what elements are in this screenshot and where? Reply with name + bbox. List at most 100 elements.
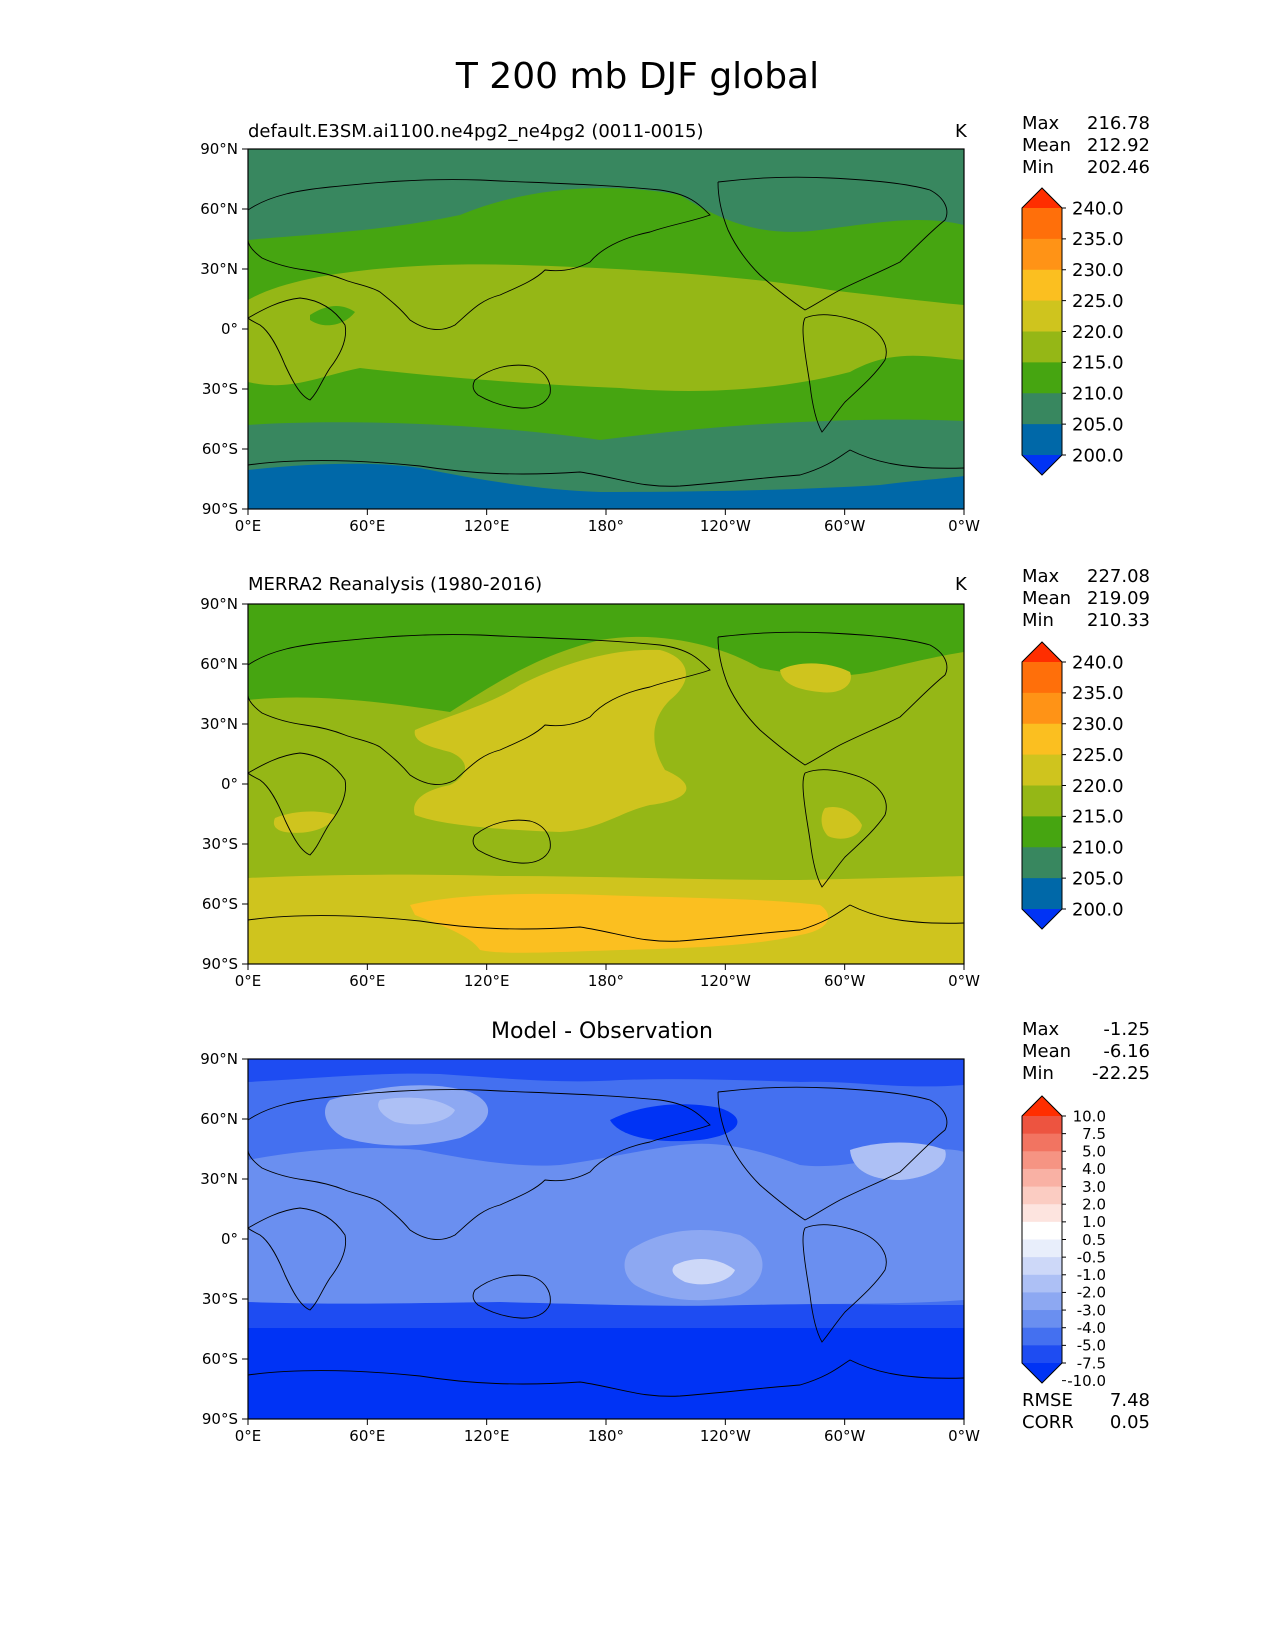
coastline-australia xyxy=(472,819,551,864)
colorbar-segment xyxy=(1022,1116,1062,1135)
colorbar-segment xyxy=(1022,269,1062,302)
colorbar-segment xyxy=(1022,1257,1062,1276)
colorbar-label: 3.0 xyxy=(1082,1178,1106,1196)
colorbar-extend-min xyxy=(1022,909,1062,929)
panel-2-units: K xyxy=(955,574,967,595)
panel-3-stats: Max -1.25 Mean -6.16 Min -22.25 xyxy=(1022,1019,1150,1085)
y-tick-label: 90°S xyxy=(202,1410,238,1428)
colorbar-label: 230.0 xyxy=(1072,714,1124,735)
colorbar-segment xyxy=(1022,331,1062,363)
colorbar-label: 220.0 xyxy=(1072,776,1124,797)
coastline-antarctica xyxy=(248,1359,964,1397)
panel-3-axes: 0°E 60°E 120°E 180° 120°W 60°W 0°W 90°N 60°N 30°N… xyxy=(200,1050,980,1445)
band-minus-10-south xyxy=(248,1328,964,1419)
x-tick-label: 60°W xyxy=(824,972,866,990)
coastline-north-america xyxy=(717,176,948,311)
x-tick-label: 0°W xyxy=(948,517,980,535)
y-tick-label: 60°S xyxy=(202,895,238,913)
y-tick-label: 30°N xyxy=(200,260,238,278)
corr-value: 0.05 xyxy=(1109,1412,1150,1433)
colorbar-segment xyxy=(1022,754,1062,786)
band-225-sa xyxy=(821,806,862,839)
panel-2-title: MERRA2 Reanalysis (1980-2016) xyxy=(248,574,543,595)
x-tick-label: 0°W xyxy=(948,972,980,990)
band-215-africa xyxy=(310,306,355,326)
stat-min-value: 210.33 xyxy=(1087,610,1150,631)
y-tick-label: 0° xyxy=(221,1230,238,1248)
panel-3-metrics: RMSE 7.48 CORR 0.05 xyxy=(1022,1390,1150,1434)
y-tick-label: 30°S xyxy=(202,835,238,853)
colorbar-label: 225.0 xyxy=(1072,745,1124,766)
coastline-australia xyxy=(472,364,551,409)
x-tick-label: 60°E xyxy=(349,517,385,535)
y-tick-label: 60°N xyxy=(200,1110,238,1128)
panel-1-axes: 0°E 60°E 120°E 180° 120°W 60°W 0°W 90°N 60°N 30°N… xyxy=(200,140,980,535)
band-minus-7-5-north xyxy=(248,1059,964,1087)
stat-mean-value: 219.09 xyxy=(1087,588,1150,609)
x-tick-label: 60°E xyxy=(349,972,385,990)
panel-3-map: 0°E 60°E 120°E 180° 120°W 60°W 0°W 90°N 60°N 30°N… xyxy=(200,1050,980,1445)
colorbar-segment xyxy=(1022,362,1062,394)
stat-min-label: Min xyxy=(1022,610,1054,631)
colorbar-label: 4.0 xyxy=(1082,1160,1106,1178)
coastline-eurasia xyxy=(248,179,711,331)
colorbar-label: 235.0 xyxy=(1072,683,1124,704)
colorbar-label: 235.0 xyxy=(1072,229,1124,250)
colorbar-segment xyxy=(1022,1292,1062,1311)
panel-1-field xyxy=(248,149,964,509)
band-225-pacific xyxy=(414,649,687,832)
band-225-na xyxy=(780,663,851,693)
x-tick-label: 180° xyxy=(588,972,624,990)
colorbar-label: 215.0 xyxy=(1072,807,1124,828)
colorbar-segment xyxy=(1022,1204,1062,1223)
stat-max-label: Max xyxy=(1022,113,1060,134)
colorbar-segment xyxy=(1022,785,1062,817)
y-tick-label: 60°N xyxy=(200,200,238,218)
stat-min-value: 202.46 xyxy=(1087,157,1150,178)
colorbar-label: -10.0 xyxy=(1067,1372,1106,1390)
colorbar-segment xyxy=(1022,1186,1062,1205)
colorbar-segment xyxy=(1022,1345,1062,1364)
colorbar-label: -0.5 xyxy=(1077,1248,1106,1266)
y-tick-label: 60°S xyxy=(202,1350,238,1368)
colorbar-label: 5.0 xyxy=(1082,1143,1106,1161)
colorbar-segment xyxy=(1022,1151,1062,1170)
coastline-south-america xyxy=(802,314,887,433)
colorbar-extend-max xyxy=(1022,188,1062,208)
coastline-eurasia xyxy=(248,1089,711,1241)
colorbar-3: 10.07.55.04.03.02.01.00.5-0.5-1.0-2.0-3.… xyxy=(1021,1095,1106,1390)
coastline-eurasia xyxy=(248,634,711,786)
rmse-value: 7.48 xyxy=(1109,1390,1150,1411)
y-tick-label: 90°N xyxy=(200,140,238,158)
colorbar-segment xyxy=(1022,816,1062,848)
x-tick-label: 120°W xyxy=(700,517,751,535)
colorbar-segment xyxy=(1022,1221,1062,1240)
colorbar-2: 240.0 235.0 230.0 225.0 220.0 215.0 210.0 205.0… xyxy=(1021,641,1124,930)
colorbar-label: 210.0 xyxy=(1072,838,1124,859)
colorbar-segment xyxy=(1022,1133,1062,1152)
x-tick-label: 0°E xyxy=(235,517,262,535)
colorbar-segment xyxy=(1022,424,1062,456)
colorbar-extend-min xyxy=(1022,1363,1062,1383)
colorbar-label: 200.0 xyxy=(1072,445,1124,466)
y-tick-label: 30°N xyxy=(200,715,238,733)
band-minus-1-cpac xyxy=(672,1258,735,1285)
x-tick-label: 180° xyxy=(588,1427,624,1445)
panel-1-map: 0°E 60°E 120°E 180° 120°W 60°W 0°W 90°N 60°N 30°N… xyxy=(200,140,980,535)
x-tick-label: 120°E xyxy=(464,972,510,990)
colorbar-label: -3.0 xyxy=(1077,1301,1106,1319)
panel-2-field xyxy=(248,604,964,964)
x-tick-label: 120°W xyxy=(700,972,751,990)
colorbar-segment xyxy=(1022,723,1062,756)
stat-mean-value: -6.16 xyxy=(1103,1041,1150,1062)
stat-mean-label: Mean xyxy=(1022,588,1072,609)
colorbar-segment xyxy=(1022,1310,1062,1329)
coastline-africa xyxy=(248,752,347,856)
x-tick-label: 60°W xyxy=(824,1427,866,1445)
colorbar-label: 225.0 xyxy=(1072,291,1124,312)
coastline-south-america xyxy=(802,1224,887,1343)
colorbar-label: 205.0 xyxy=(1072,414,1124,435)
colorbar-segment xyxy=(1022,878,1062,910)
y-tick-label: 60°N xyxy=(200,655,238,673)
colorbar-segment xyxy=(1022,1168,1062,1188)
